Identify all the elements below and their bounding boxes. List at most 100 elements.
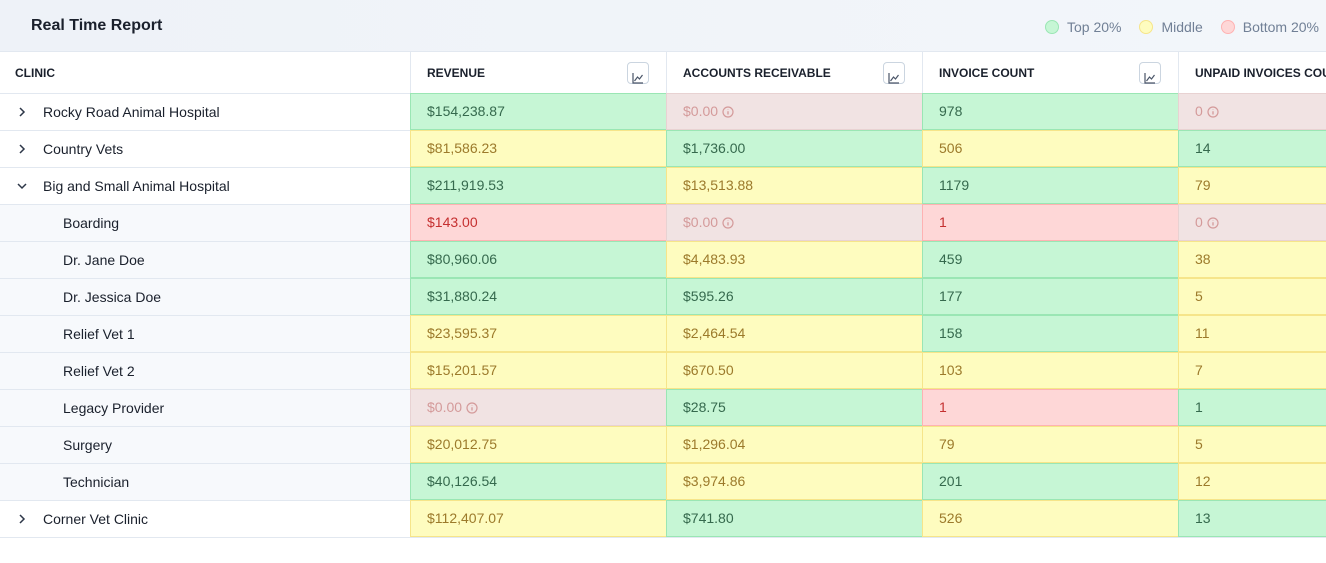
metric-value: 0 — [1195, 214, 1203, 230]
expand-toggle-glyph — [19, 514, 26, 524]
metric-value: $3,974.86 — [683, 473, 746, 489]
report-header: Real Time Report Top 20% Middle Bottom 20% — [0, 0, 1326, 52]
legend-label: Middle — [1161, 19, 1203, 35]
info-icon-glyph — [466, 401, 478, 414]
metric-value: $80,960.06 — [427, 251, 498, 267]
clinic-name: Relief Vet 1 — [63, 326, 135, 342]
column-header: ACCOUNTS RECEIVABLE — [666, 52, 922, 94]
info-icon-glyph — [1207, 105, 1219, 118]
legend-swatch — [1139, 20, 1154, 34]
metric-value: 0 — [1195, 103, 1203, 119]
metric-cell: $3,974.86 — [666, 463, 923, 500]
metric-cell: $595.26 — [666, 278, 923, 315]
metric-cell: 201 — [922, 463, 1179, 500]
metric-cell: 1 — [1178, 389, 1326, 426]
child-row: Dr. Jane Doe $80,960.06 $4,483.93 459 38 — [0, 241, 1326, 279]
metric-value: $40,126.54 — [427, 473, 498, 489]
metric-cell: $1,736.00 — [666, 130, 923, 167]
metric-cell: 13 — [1178, 500, 1326, 537]
clinic-name: Big and Small Animal Hospital — [43, 178, 230, 194]
metric-cell: $81,586.23 — [410, 130, 667, 167]
metric-value: $20,012.75 — [427, 436, 498, 452]
metric-value: 1 — [939, 399, 947, 415]
child-row: Dr. Jessica Doe $31,880.24 $595.26 177 5 — [0, 278, 1326, 316]
metric-cell: $13,513.88 — [666, 167, 923, 204]
metric-cell: $0.00 — [410, 389, 667, 426]
legend-item: Middle — [1139, 19, 1203, 35]
metric-cell: 7 — [1178, 352, 1326, 389]
metric-value: $2,464.54 — [683, 325, 746, 341]
legend: Top 20% Middle Bottom 20% — [1045, 19, 1319, 35]
metric-value: $0.00 — [427, 399, 463, 415]
metric-cell: $28.75 — [666, 389, 923, 426]
child-row: Surgery $20,012.75 $1,296.04 79 5 — [0, 426, 1326, 464]
child-row: Relief Vet 2 $15,201.57 $670.50 103 7 — [0, 352, 1326, 390]
info-icon-glyph — [722, 216, 734, 229]
metric-cell: $143.00 — [410, 204, 667, 241]
metric-value: 13 — [1195, 510, 1211, 526]
chart-button[interactable] — [627, 62, 649, 84]
clinic-name: Rocky Road Animal Hospital — [43, 104, 220, 120]
header-row: CLINIC REVENUE ACCOUNTS RECEIVABLE INVOICE … — [0, 52, 1326, 94]
metric-value: $28.75 — [683, 399, 726, 415]
expand-toggle[interactable] — [15, 512, 29, 526]
metric-cell: $23,595.37 — [410, 315, 667, 352]
metric-cell: 11 — [1178, 315, 1326, 352]
metric-cell: 1179 — [922, 167, 1179, 204]
child-row: Technician $40,126.54 $3,974.86 201 12 — [0, 463, 1326, 501]
expand-toggle[interactable] — [15, 142, 29, 156]
metric-cell: 459 — [922, 241, 1179, 278]
metric-cell: $0.00 — [666, 93, 923, 130]
metric-cell: $211,919.53 — [410, 167, 667, 204]
metric-cell: 5 — [1178, 278, 1326, 315]
metric-value: 526 — [939, 510, 963, 526]
chart-icon — [632, 73, 643, 84]
column-header: INVOICE COUNT — [922, 52, 1178, 94]
child-row: Boarding $143.00 $0.00 1 0 — [0, 204, 1326, 242]
expand-toggle[interactable] — [15, 105, 29, 119]
clinic-name: Country Vets — [43, 141, 124, 157]
clinic-name: Dr. Jessica Doe — [63, 289, 162, 305]
metric-value: $81,586.23 — [427, 140, 498, 156]
chart-icon — [1144, 73, 1155, 84]
metric-cell: $154,238.87 — [410, 93, 667, 130]
legend-label: Bottom 20% — [1242, 19, 1319, 35]
chart-button[interactable] — [1139, 62, 1161, 84]
metric-value: $23,595.37 — [427, 325, 498, 341]
info-icon-glyph — [722, 105, 734, 118]
report-table: CLINIC REVENUE ACCOUNTS RECEIVABLE INVOICE … — [0, 52, 1326, 563]
metric-cell: 103 — [922, 352, 1179, 389]
metric-value: $31,880.24 — [427, 288, 498, 304]
metric-cell: $0.00 — [666, 204, 923, 241]
expand-toggle[interactable] — [15, 179, 29, 193]
info-icon — [722, 216, 734, 229]
metric-cell: $40,126.54 — [410, 463, 667, 500]
metric-cell: $2,464.54 — [666, 315, 923, 352]
metric-value: 103 — [939, 362, 963, 378]
expand-toggle-glyph — [19, 107, 26, 117]
column-header: CLINIC — [0, 52, 410, 94]
metric-value: $1,736.00 — [683, 140, 746, 156]
metric-cell: 177 — [922, 278, 1179, 315]
metric-cell: $1,296.04 — [666, 426, 923, 463]
metric-value: 1 — [1195, 399, 1203, 415]
metric-cell: 79 — [922, 426, 1179, 463]
metric-value: 11 — [1195, 325, 1210, 341]
metric-cell: $15,201.57 — [410, 352, 667, 389]
metric-cell: 1 — [922, 389, 1179, 426]
metric-value: 5 — [1195, 288, 1203, 304]
clinic-name: Legacy Provider — [63, 400, 165, 416]
metric-value: $595.26 — [683, 288, 734, 304]
metric-cell: 5 — [1178, 426, 1326, 463]
metric-cell: 38 — [1178, 241, 1326, 278]
metric-value: $112,407.07 — [427, 510, 504, 526]
metric-value: $0.00 — [683, 214, 719, 230]
clinic-row: Corner Vet Clinic $112,407.07 $741.80 526 13 — [0, 500, 1326, 538]
report-title: Real Time Report — [31, 17, 163, 34]
info-icon — [722, 105, 734, 118]
metric-cell: 506 — [922, 130, 1179, 167]
legend-swatch — [1220, 20, 1235, 34]
chart-button[interactable] — [883, 62, 905, 84]
metric-cell: $20,012.75 — [410, 426, 667, 463]
metric-cell: $112,407.07 — [410, 500, 667, 537]
